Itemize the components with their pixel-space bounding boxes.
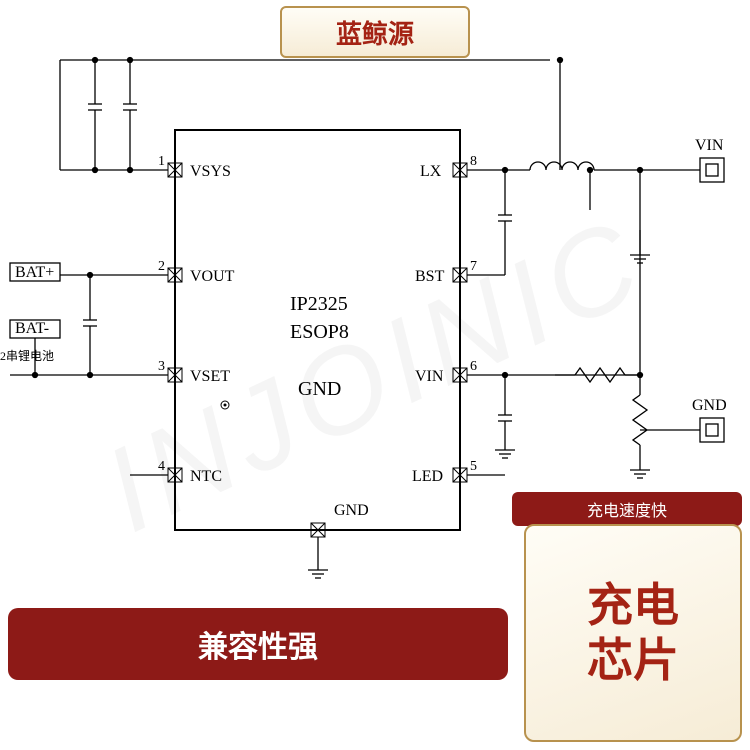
svg-text:1: 1 bbox=[158, 154, 165, 169]
pin-vout: 2 VOUT bbox=[158, 259, 235, 285]
svg-text:BST: BST bbox=[415, 268, 445, 285]
svg-text:LX: LX bbox=[420, 163, 442, 180]
label-batnote: 2串锂电池 bbox=[0, 348, 54, 363]
svg-text:VOUT: VOUT bbox=[190, 268, 235, 285]
chip-name-1: IP2325 bbox=[290, 293, 348, 315]
pin-vsys: 1 VSYS bbox=[158, 154, 231, 180]
label-batp: BAT+ bbox=[15, 264, 54, 281]
chip-gnd: GND bbox=[298, 378, 341, 400]
badge-chip-line1: 充电 bbox=[587, 578, 679, 633]
svg-text:NTC: NTC bbox=[190, 468, 222, 485]
pin-ntc: 4 NTC bbox=[158, 459, 222, 485]
chip-name-2: ESOP8 bbox=[290, 321, 349, 343]
svg-text:VSET: VSET bbox=[190, 368, 230, 385]
badge-brand: 蓝鲸源 bbox=[280, 6, 470, 58]
svg-text:GND: GND bbox=[334, 502, 369, 519]
badge-chip: 充电 芯片 bbox=[524, 524, 742, 742]
label-gnd: GND bbox=[692, 397, 727, 414]
badge-chip-line2: 芯片 bbox=[587, 633, 679, 688]
svg-text:7: 7 bbox=[470, 259, 477, 274]
pin-gnd-bottom: GND bbox=[311, 502, 369, 537]
pin-bst: 7 BST bbox=[415, 259, 477, 285]
svg-text:3: 3 bbox=[158, 359, 165, 374]
pin-vin: 6 VIN bbox=[415, 359, 477, 385]
label-vin: VIN bbox=[695, 137, 724, 154]
svg-text:2: 2 bbox=[158, 259, 165, 274]
svg-text:5: 5 bbox=[470, 459, 477, 474]
badge-compat: 兼容性强 bbox=[8, 608, 508, 680]
svg-text:VIN: VIN bbox=[415, 368, 444, 385]
svg-text:8: 8 bbox=[470, 154, 477, 169]
svg-text:LED: LED bbox=[412, 468, 443, 485]
pin-vset: 3 VSET bbox=[158, 359, 230, 385]
svg-text:6: 6 bbox=[470, 359, 477, 374]
label-batm: BAT- bbox=[15, 320, 49, 337]
svg-text:4: 4 bbox=[158, 459, 165, 474]
svg-text:VSYS: VSYS bbox=[190, 163, 231, 180]
pin-lx: 8 LX bbox=[420, 154, 477, 180]
pin-led: 5 LED bbox=[412, 459, 477, 485]
badge-speed: 充电速度快 bbox=[512, 492, 742, 526]
